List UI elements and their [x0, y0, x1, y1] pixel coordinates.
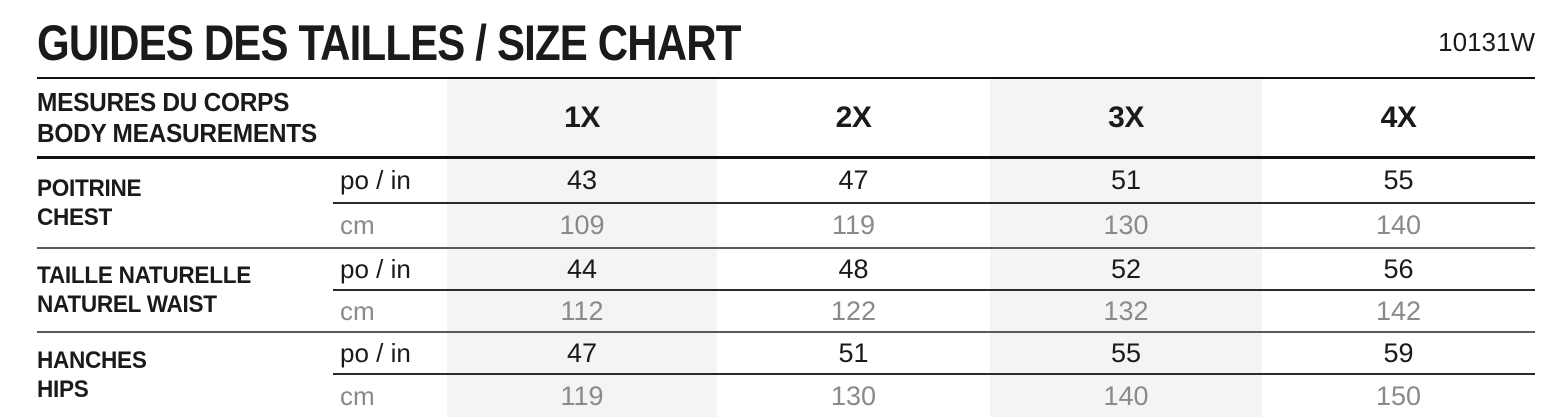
row-label-hips: HANCHES HIPS	[37, 333, 333, 417]
row-label-chest-en: CHEST	[37, 204, 113, 231]
hips-in-3x: 55	[990, 333, 1262, 375]
corner-header-fr: MESURES DU CORPS	[37, 86, 290, 117]
row-label-waist-fr: TAILLE NATURELLE	[37, 262, 251, 289]
row-label-chest: POITRINE CHEST	[37, 159, 333, 249]
hips-cm-3x: 140	[990, 375, 1262, 417]
chest-cm-1x: 109	[447, 204, 717, 249]
row-label-waist: TAILLE NATURELLE NATUREL WAIST	[37, 249, 333, 333]
waist-in-2x: 48	[717, 249, 990, 291]
size-header-4x: 4X	[1262, 79, 1535, 159]
waist-in-4x: 56	[1262, 249, 1535, 291]
hips-in-4x: 59	[1262, 333, 1535, 375]
waist-cm-2x: 122	[717, 291, 990, 333]
waist-cm-4x: 142	[1262, 291, 1535, 333]
hips-cm-1x: 119	[447, 375, 717, 417]
hips-in-1x: 47	[447, 333, 717, 375]
row-label-waist-en: NATUREL WAIST	[37, 291, 217, 318]
hips-in-2x: 51	[717, 333, 990, 375]
hips-cm-4x: 150	[1375, 380, 1422, 411]
waist-in-1x: 44	[447, 249, 717, 291]
waist-in-3x: 52	[990, 249, 1262, 291]
row-label-chest-fr: POITRINE	[37, 175, 142, 202]
unit-label-in: po / in	[333, 249, 447, 291]
chest-in-2x: 47	[717, 159, 990, 204]
unit-label-in: po / in	[333, 159, 447, 204]
chest-cm-4x: 140	[1262, 204, 1535, 249]
row-label-hips-fr: HANCHES	[37, 347, 147, 374]
unit-label-cm: cm	[333, 204, 447, 249]
title-bar: GUIDES DES TAILLES / SIZE CHART 10131W	[0, 0, 1557, 77]
chest-in-1x: 43	[447, 159, 717, 204]
size-header-1x: 1X	[447, 79, 717, 159]
corner-header-en: BODY MEASUREMENTS	[37, 117, 317, 148]
waist-cm-3x: 132	[990, 291, 1262, 333]
unit-label-cm: cm	[333, 291, 447, 333]
hips-cm-2x: 130	[830, 380, 877, 411]
chest-cm-3x: 130	[990, 204, 1262, 249]
unit-label-cm: cm	[340, 380, 375, 411]
unit-label-in: po / in	[333, 333, 447, 375]
size-header-3x: 3X	[990, 79, 1262, 159]
row-label-hips-en: HIPS	[37, 376, 89, 403]
waist-cm-1x: 112	[447, 291, 717, 333]
size-header-2x: 2X	[717, 79, 990, 159]
size-chart-table: MESURES DU CORPS BODY MEASUREMENTS 1X 2X…	[37, 79, 1535, 417]
chest-cm-2x: 119	[717, 204, 990, 249]
chest-in-3x: 51	[990, 159, 1262, 204]
table-corner-header: MESURES DU CORPS BODY MEASUREMENTS	[37, 79, 447, 159]
title-divider	[37, 77, 1535, 79]
page-title: GUIDES DES TAILLES / SIZE CHART	[37, 14, 741, 71]
chest-in-4x: 55	[1262, 159, 1535, 204]
style-code: 10131W	[1438, 27, 1535, 57]
